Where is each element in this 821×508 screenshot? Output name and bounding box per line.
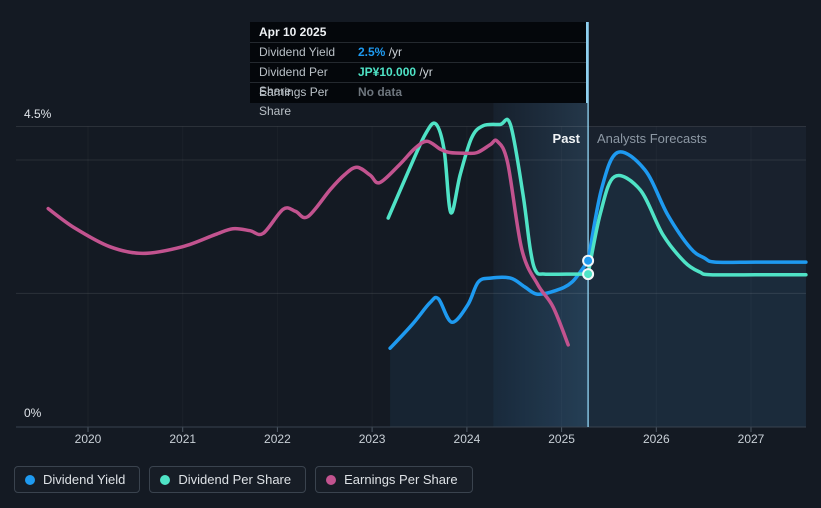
series-dividend-per-share-forecast — [586, 173, 808, 277]
past-section-label: Past — [552, 131, 580, 146]
tooltip-row-dividend-yield: Dividend Yield 2.5% /yr — [250, 42, 586, 62]
today-markers — [582, 254, 595, 281]
series-dividend-yield-past — [388, 258, 590, 350]
x-axis-label: 2022 — [264, 432, 291, 446]
legend-dot-dividend-yield — [25, 474, 35, 485]
x-axis-labels: 2020 2021 2022 2023 2024 2025 2026 2027 — [75, 432, 765, 446]
series-earnings-per-share-past — [46, 138, 570, 347]
legend-dot-dividend-per-share — [160, 474, 171, 485]
legend: Dividend Yield Dividend Per Share Earnin… — [14, 466, 473, 493]
legend-item-dividend-yield[interactable]: Dividend Yield — [14, 466, 141, 493]
legend-item-earnings-per-share[interactable]: Earnings Per Share — [315, 466, 473, 493]
tooltip-row-dividend-per-share: Dividend Per Share JP¥10.000 /yr — [250, 62, 586, 98]
legend-dot-earnings-per-share — [326, 474, 337, 485]
series-dividend-per-share-past — [386, 117, 590, 277]
series-lines — [46, 117, 808, 350]
legend-label: Dividend Per Share — [178, 472, 292, 487]
tooltip-label: Dividend Yield — [259, 45, 336, 59]
x-axis-label: 2021 — [169, 432, 196, 446]
chart-canvas[interactable]: 2020 2021 2022 2023 2024 2025 2026 2027 — [0, 0, 821, 460]
y-axis-label-max: 4.5% — [24, 107, 52, 121]
tooltip-value: JP¥10.000 /yr — [358, 65, 433, 79]
tooltip-value: No data — [358, 85, 403, 99]
x-axis-label: 2020 — [75, 432, 102, 446]
today-marker-dividend-per-share — [582, 268, 595, 281]
x-axis-label: 2024 — [454, 432, 481, 446]
x-axis-label: 2027 — [738, 432, 765, 446]
today-marker-dividend-yield — [582, 254, 595, 267]
tooltip-value: 2.5% /yr — [358, 45, 403, 59]
tooltip-date: Apr 10 2025 — [259, 25, 327, 39]
gridlines — [16, 126, 806, 432]
tooltip-row-earnings-per-share: Earnings Per Share No data — [250, 82, 586, 118]
analysts-forecasts-section-label: Analysts Forecasts — [597, 131, 707, 146]
y-axis-label-min: 0% — [24, 406, 42, 420]
legend-item-dividend-per-share[interactable]: Dividend Per Share — [149, 466, 307, 493]
legend-label: Earnings Per Share — [344, 472, 458, 487]
chart-tooltip: Apr 10 2025 Dividend Yield 2.5% /yr Divi… — [250, 22, 588, 118]
series-dividend-yield-forecast — [586, 150, 808, 265]
tooltip-label: Earnings Per Share — [259, 85, 329, 118]
x-axis-label: 2026 — [643, 432, 670, 446]
x-axis-label: 2023 — [359, 432, 386, 446]
x-axis-label: 2025 — [548, 432, 575, 446]
tooltip-label: Dividend Per Share — [259, 65, 328, 98]
legend-label: Dividend Yield — [43, 472, 126, 487]
